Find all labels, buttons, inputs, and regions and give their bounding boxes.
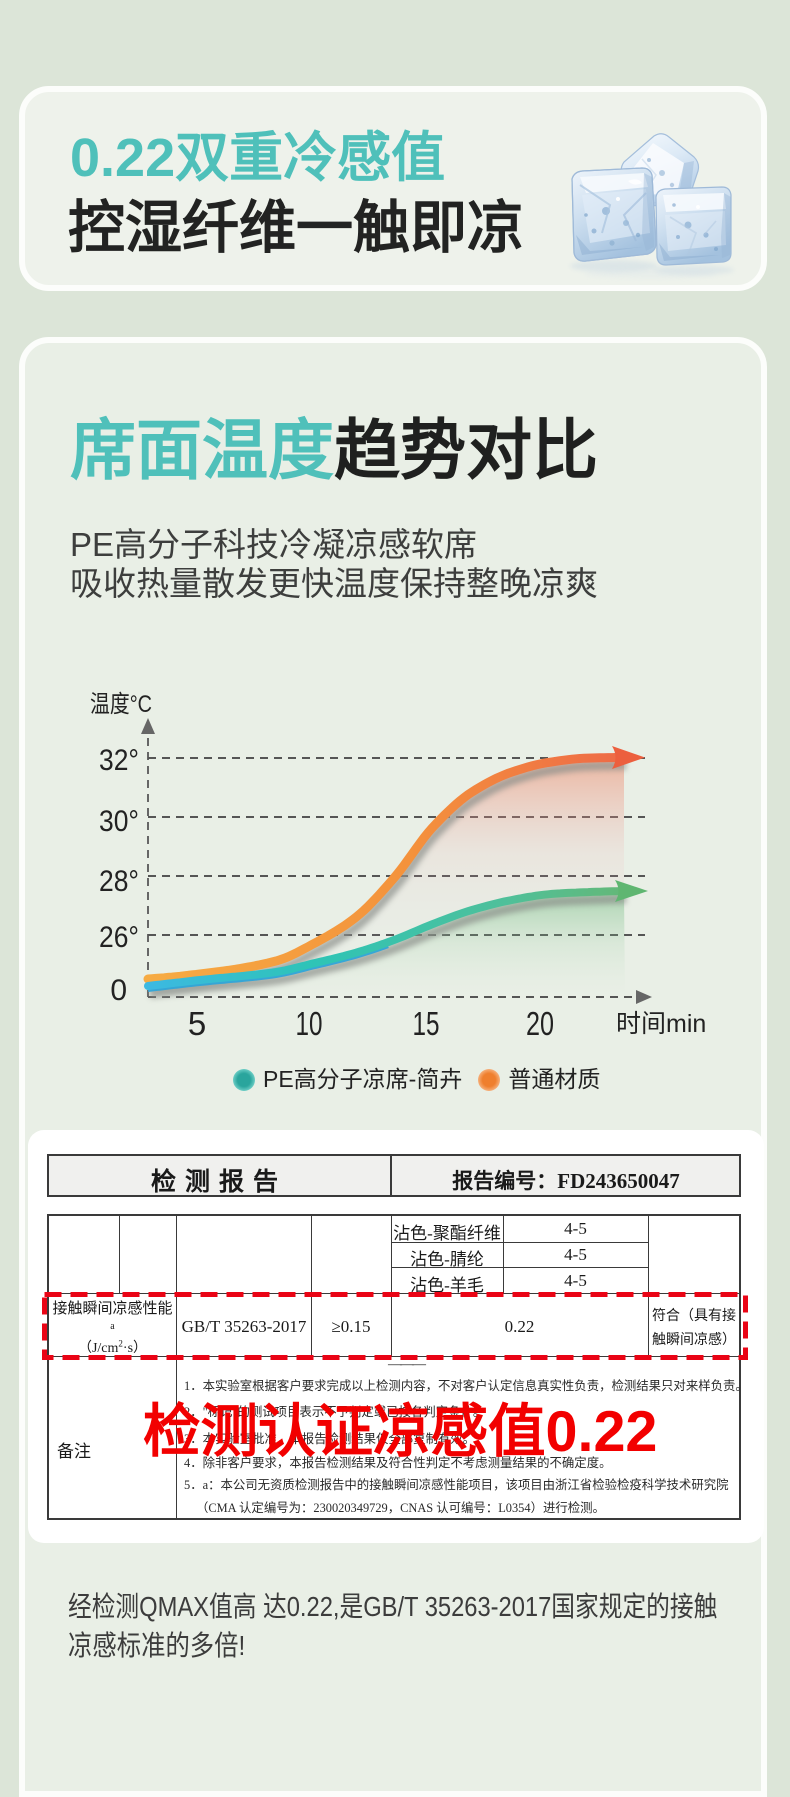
svg-text:30°: 30° (99, 805, 139, 838)
svg-text:5: 5 (188, 1005, 206, 1042)
svg-text:26°: 26° (99, 921, 139, 954)
svg-text:温度°C: 温度°C (90, 691, 152, 718)
svg-text:20: 20 (526, 1005, 554, 1042)
svg-text:32°: 32° (99, 744, 139, 777)
svg-text:10: 10 (296, 1005, 323, 1042)
svg-text:0: 0 (110, 974, 127, 1007)
svg-text:15: 15 (413, 1005, 440, 1042)
svg-text:时间min: 时间min (616, 1010, 706, 1038)
svg-text:28°: 28° (99, 865, 139, 898)
